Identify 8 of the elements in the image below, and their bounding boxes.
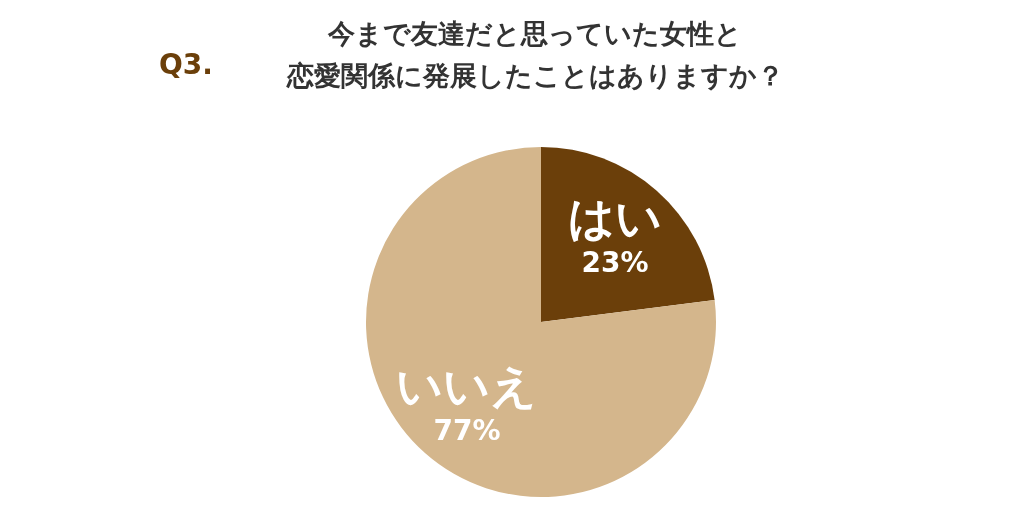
text: Q3. bbox=[159, 48, 213, 81]
slice-label: いいえ bbox=[396, 359, 538, 414]
data-label: 77% bbox=[433, 414, 501, 448]
data-label: 23% bbox=[581, 245, 649, 279]
pie-slice bbox=[541, 147, 715, 322]
slice-label: はい bbox=[568, 190, 663, 245]
pie-slice bbox=[366, 147, 716, 497]
chart-title: 今まで友達だと思っていた女性と恋愛関係に発展したことはありますか？ bbox=[285, 18, 784, 91]
